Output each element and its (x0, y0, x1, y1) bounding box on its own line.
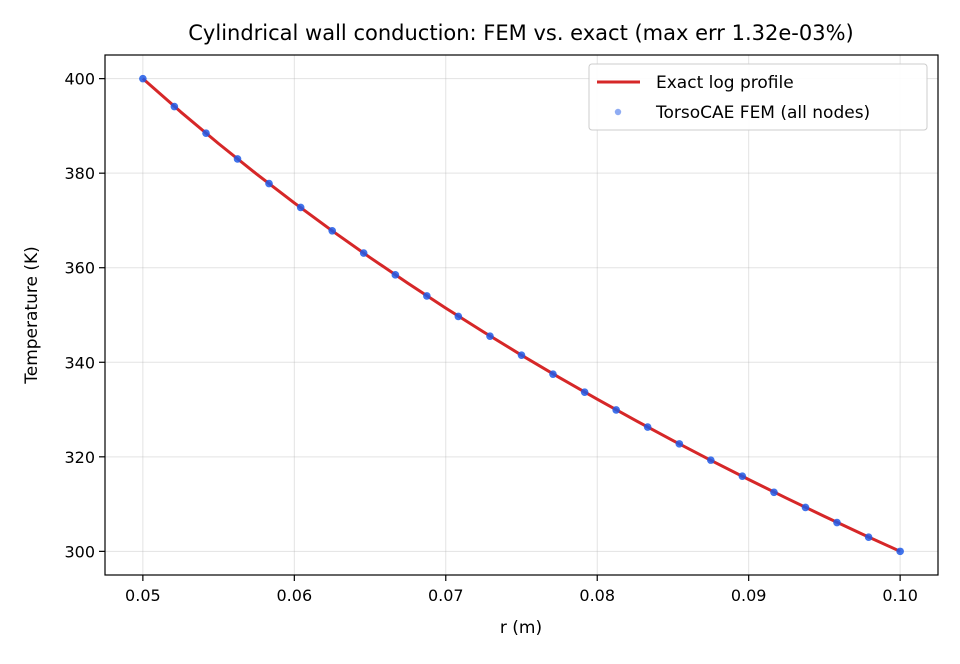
fem-node-point (423, 292, 431, 300)
fem-node-point (896, 547, 904, 556)
x-tick-label: 0.07 (428, 586, 464, 605)
fem-node-point (833, 518, 841, 527)
fem-node-point (612, 406, 620, 414)
legend-box (588, 63, 928, 131)
fem-node-point (738, 472, 747, 480)
x-tick-label: 0.05 (125, 586, 161, 605)
fem-node-point (864, 533, 873, 542)
fem-node-point (328, 227, 336, 235)
y-axis-label: Temperature (K) (22, 246, 42, 385)
series-layer (139, 74, 904, 556)
x-tick-label: 0.06 (277, 586, 313, 605)
fem-node-point (391, 271, 400, 279)
fem-node-point (202, 129, 210, 138)
x-tick-label: 0.10 (882, 586, 918, 605)
fem-node-point (170, 102, 179, 111)
x-axis-label: r (m) (500, 618, 542, 638)
fem-node-point (296, 203, 305, 212)
y-tick-label: 400 (64, 70, 95, 89)
fem-node-point (801, 503, 810, 512)
fem-node-point (139, 74, 147, 83)
grid-lines (105, 55, 938, 575)
y-tick-label: 340 (64, 353, 95, 372)
y-tick-label: 360 (64, 259, 95, 278)
fem-node-point (233, 155, 242, 163)
fem-node-point (265, 179, 273, 188)
fem-node-point (580, 388, 589, 396)
fem-node-point (675, 440, 684, 448)
fem-node-point (486, 332, 494, 341)
legend: Exact log profile TorsoCAE FEM (all node… (588, 63, 928, 131)
y-tick-label: 320 (64, 448, 95, 467)
fem-node-point (517, 351, 526, 359)
x-tick-label: 0.09 (731, 586, 767, 605)
legend-label-exact: Exact log profile (656, 73, 794, 93)
y-tick-label: 300 (64, 542, 95, 561)
fem-node-point (359, 249, 368, 257)
plot-frame (104, 54, 939, 576)
fem-node-point (770, 488, 778, 497)
fem-node-point (707, 456, 715, 464)
y-axis-ticks: 300 320 340 360 380 400 (64, 70, 105, 561)
chart-title: Cylindrical wall conduction: FEM vs. exa… (188, 21, 853, 45)
x-tick-label: 0.08 (579, 586, 615, 605)
x-axis-ticks: 0.05 0.06 0.07 0.08 0.09 0.10 (125, 575, 918, 605)
legend-marker-swatch (614, 108, 622, 116)
legend-label-fem: TorsoCAE FEM (all nodes) (655, 103, 870, 123)
fem-node-point (643, 423, 652, 431)
fem-node-point (549, 370, 557, 378)
y-tick-label: 380 (64, 164, 95, 183)
fem-node-point (454, 312, 463, 321)
